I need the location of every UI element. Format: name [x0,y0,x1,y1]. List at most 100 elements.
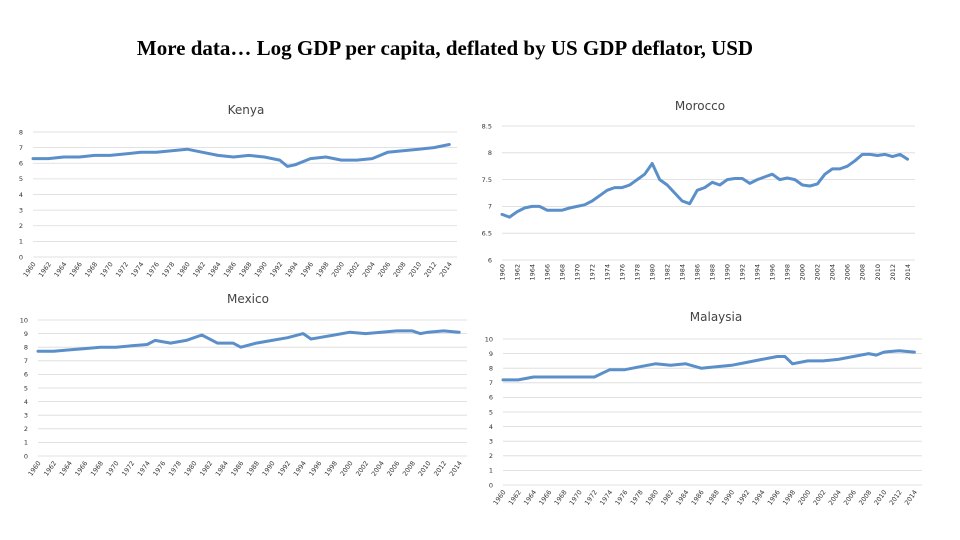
kenya-x-tick-label: 1978 [160,261,176,279]
morocco-x-tick-label: 1964 [528,264,536,281]
morocco-chart: Morocco 6 6.5 7 7.5 8 8.5 1960 1962 1964 1966 1968 1… [482,99,915,281]
kenya-y-tick-label: 6 [19,160,23,168]
malaysia-x-tick-label: 1966 [537,489,553,507]
morocco-x-tick-label: 1996 [769,264,777,281]
mexico-x-tick-label: 1976 [151,460,167,478]
kenya-x-tick-label: 1998 [315,261,331,279]
malaysia-x-tick-label: 1980 [644,489,660,507]
morocco-x-tick-label: 1974 [603,264,611,281]
mexico-y-tick-label: 2 [24,425,28,433]
kenya-y-tick-label: 7 [19,144,23,152]
kenya-x-tick-label: 1988 [237,261,253,279]
mexico-x-tick-label: 1964 [58,460,74,478]
morocco-x-tick-label: 1968 [558,264,566,281]
morocco-x-tick-label: 2012 [889,264,897,281]
morocco-x-tick-label: 1972 [588,264,596,281]
kenya-x-tick-label: 1982 [191,261,207,279]
morocco-x-tick-label: 1998 [784,264,792,281]
page-title: More data… Log GDP per capita, deflated … [136,36,754,60]
mexico-x-tick-label: 1984 [214,460,230,478]
malaysia-x-tick-label: 1970 [568,489,584,507]
malaysia-x-tick-label: 1994 [751,489,767,507]
morocco-x-tick-label: 1966 [543,264,551,281]
kenya-y-tick-label: 4 [19,191,23,199]
malaysia-x-tick-label: 1962 [507,489,523,507]
kenya-y-tick-label: 3 [19,206,23,214]
malaysia-x-tick-label: 1978 [629,489,645,507]
malaysia-y-tick-label: 3 [489,438,493,446]
malaysia-series-line [501,349,916,382]
malaysia-x-tick-label: 1990 [720,489,736,507]
morocco-y-tick-label: 7 [488,203,492,211]
kenya-x-tick-label: 2008 [392,261,408,279]
kenya-y-tick-label: 2 [19,222,23,230]
kenya-x-tick-label: 2014 [438,261,454,279]
malaysia-x-tick-label: 1982 [659,489,675,507]
malaysia-y-tick-label: 1 [489,467,493,475]
kenya-x-tick-label: 1996 [299,261,315,279]
morocco-x-tick-label: 2010 [874,264,882,281]
malaysia-y-tick-label: 7 [489,379,493,387]
kenya-x-tick-label: 1970 [99,261,115,279]
kenya-x-tick-label: 1974 [130,261,146,279]
morocco-x-tick-label: 1976 [618,264,626,281]
malaysia-x-tick-label: 2006 [842,489,858,507]
mexico-x-tick-label: 1996 [307,460,323,478]
kenya-x-tick-label: 1986 [222,261,238,279]
malaysia-x-tick-label: 1998 [781,489,797,507]
mexico-x-tick-label: 1990 [261,460,277,478]
malaysia-x-tick-label: 1984 [674,489,690,507]
morocco-x-tick-label: 1990 [724,264,732,281]
malaysia-x-tick-label: 1974 [598,489,614,507]
malaysia-x-tick-label: 2004 [827,489,843,507]
morocco-x-tick-label: 2008 [859,264,867,281]
morocco-title: Morocco [675,99,725,113]
morocco-x-tick-label: 1980 [648,264,656,281]
morocco-y-tick-label: 8 [488,149,492,157]
kenya-x-tick-label: 1976 [145,261,161,279]
mexico-x-tick-label: 1998 [323,460,339,478]
mexico-y-tick-label: 3 [24,412,28,420]
morocco-x-tick-label: 1970 [573,264,581,281]
kenya-x-tick-label: 1990 [253,261,269,279]
kenya-x-tick-label: 2010 [407,261,423,279]
kenya-x-tick-label: 1966 [68,261,84,279]
mexico-x-tick-label: 2000 [339,460,355,478]
morocco-x-tick-label: 1962 [513,264,521,281]
morocco-y-tick-label: 6 [488,256,492,264]
mexico-x-tick-label: 2004 [370,460,386,478]
malaysia-x-tick-label: 2002 [812,489,828,507]
kenya-x-tick-label: 1984 [207,261,223,279]
mexico-x-tick-label: 1994 [292,460,308,478]
mexico-title: Mexico [227,292,269,306]
morocco-y-tick-label: 6.5 [482,230,492,238]
mexico-x-tick-label: 1988 [245,460,261,478]
mexico-x-tick-label: 1978 [167,460,183,478]
malaysia-x-tick-label: 2012 [888,489,904,507]
mexico-x-tick-label: 2002 [354,460,370,478]
malaysia-x-tick-label: 1996 [766,489,782,507]
malaysia-x-tick-label: 2008 [857,489,873,507]
morocco-x-tick-label: 1960 [498,264,506,281]
mexico-x-tick-label: 1962 [42,460,58,478]
kenya-x-tick-label: 1968 [83,261,99,279]
malaysia-title: Malaysia [690,310,742,324]
morocco-x-tick-label: 1988 [709,264,717,281]
malaysia-x-tick-label: 1988 [705,489,721,507]
mexico-x-tick-label: 1980 [183,460,199,478]
malaysia-x-tick-label: 1972 [583,489,599,507]
mexico-x-tick-label: 2010 [417,460,433,478]
mexico-y-tick-label: 4 [24,398,28,406]
morocco-x-tick-label: 2014 [904,264,912,281]
kenya-x-tick-label: 1964 [52,261,68,279]
malaysia-x-tick-label: 1986 [690,489,706,507]
malaysia-y-tick-label: 5 [489,408,493,416]
kenya-y-tick-label: 1 [19,238,23,246]
kenya-x-tick-label: 1980 [176,261,192,279]
kenya-y-tick-label: 5 [19,175,23,183]
morocco-x-tick-label: 1994 [754,264,762,281]
kenya-title: Kenya [228,103,265,117]
morocco-series-line [500,152,909,219]
mexico-x-tick-label: 2008 [401,460,417,478]
